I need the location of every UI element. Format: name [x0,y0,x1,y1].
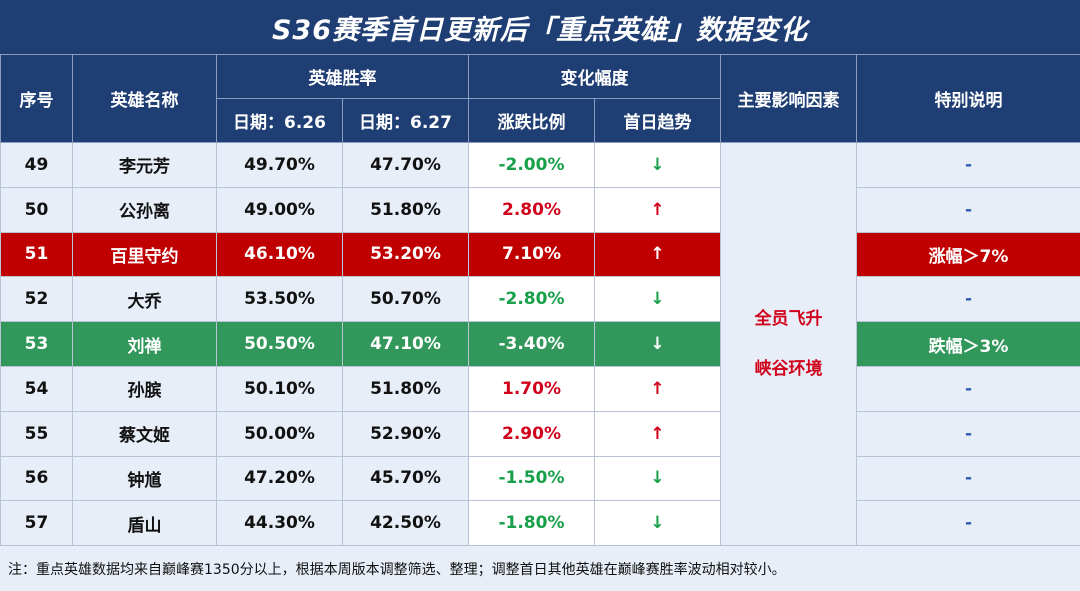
win-rate-date-2: 53.20% [342,231,469,278]
win-rate-date-1: 47.20% [216,455,343,502]
win-rate-date-2: 45.70% [342,455,469,502]
change-ratio: 2.80% [468,186,595,233]
win-rate-date-2: 50.70% [342,276,469,323]
factor-line: 峡谷环境 [754,359,823,380]
trend-down-arrow-icon: ↓ [594,455,721,502]
header-win-rate: 英雄胜率 [216,54,469,99]
header-change-ratio: 涨跌比例 [468,98,595,143]
header-change: 变化幅度 [468,54,721,99]
table-row: 57 盾山 44.30% 42.50% -1.80% ↓ - [0,500,1080,547]
row-index: 55 [0,410,73,457]
page-title: S36赛季首日更新后「重点英雄」数据变化 [0,0,1080,54]
header-hero-name: 英雄名称 [72,54,217,143]
hero-name: 蔡文姬 [72,410,217,457]
header-note: 特别说明 [856,54,1080,143]
special-note: - [856,365,1080,412]
win-rate-date-1: 53.50% [216,276,343,323]
data-table: 序号 英雄名称 英雄胜率 变化幅度 主要影响因素 特别说明 日期：6.26 日期… [0,54,1080,547]
table-row: 49 李元芳 49.70% 47.70% -2.00% ↓ 全员飞升 峡谷环境 … [0,141,1080,547]
change-ratio: -2.80% [468,276,595,323]
win-rate-date-2: 52.90% [342,410,469,457]
trend-up-arrow-icon: ↑ [594,410,721,457]
row-index: 53 [0,321,73,367]
hero-name: 公孙离 [72,186,217,233]
win-rate-date-2: 42.50% [342,500,469,547]
hero-name: 李元芳 [72,142,217,188]
win-rate-date-1: 46.10% [216,231,343,278]
change-ratio: 7.10% [468,231,595,278]
hero-name: 大乔 [72,276,217,323]
header-factor: 主要影响因素 [720,54,857,143]
special-note: 涨幅＞7% [856,231,1080,278]
table-row: 52 大乔 53.50% 50.70% -2.80% ↓ - [0,276,1080,323]
win-rate-date-2: 51.80% [342,365,469,412]
special-note: - [856,142,1080,188]
header-date-2: 日期：6.27 [342,98,469,143]
row-index: 50 [0,186,73,233]
header-trend: 首日趋势 [594,98,721,143]
special-note: - [856,410,1080,457]
special-note: - [856,500,1080,547]
special-note: - [856,186,1080,233]
trend-down-arrow-icon: ↓ [594,142,721,188]
special-note: - [856,455,1080,502]
hero-name: 百里守约 [72,231,217,278]
trend-down-arrow-icon: ↓ [594,276,721,323]
table-row: 55 蔡文姬 50.00% 52.90% 2.90% ↑ - [0,410,1080,457]
trend-up-arrow-icon: ↑ [594,186,721,233]
win-rate-date-1: 49.00% [216,186,343,233]
change-ratio: -1.50% [468,455,595,502]
row-index: 54 [0,365,73,412]
trend-up-arrow-icon: ↑ [594,231,721,278]
change-ratio: -1.80% [468,500,595,547]
row-index: 56 [0,455,73,502]
special-note: 跌幅＞3% [856,321,1080,367]
win-rate-date-1: 50.50% [216,321,343,367]
trend-down-arrow-icon: ↓ [594,500,721,547]
row-index: 49 [0,142,73,188]
table-row: 54 孙膑 50.10% 51.80% 1.70% ↑ - [0,365,1080,412]
table-row: 50 公孙离 49.00% 51.80% 2.80% ↑ - [0,186,1080,233]
row-index: 51 [0,231,73,278]
change-ratio: 1.70% [468,365,595,412]
row-index: 57 [0,500,73,547]
win-rate-date-1: 44.30% [216,500,343,547]
win-rate-date-2: 47.10% [342,321,469,367]
hero-name: 刘禅 [72,321,217,367]
special-note: - [856,276,1080,323]
table-row: 56 钟馗 47.20% 45.70% -1.50% ↓ - [0,455,1080,502]
change-ratio: -2.00% [468,142,595,188]
row-index: 52 [0,276,73,323]
trend-up-arrow-icon: ↑ [594,365,721,412]
table-body: 49 李元芳 49.70% 47.70% -2.00% ↓ 全员飞升 峡谷环境 … [0,141,1080,547]
hero-name: 孙膑 [72,365,217,412]
table-row-highlight-fall: 53 刘禅 50.50% 47.10% -3.40% ↓ 跌幅＞3% [0,321,1080,367]
change-ratio: -3.40% [468,321,595,367]
hero-name: 钟馗 [72,455,217,502]
hero-name: 盾山 [72,500,217,547]
factor-line: 全员飞升 [754,309,823,330]
win-rate-date-2: 51.80% [342,186,469,233]
win-rate-date-2: 47.70% [342,142,469,188]
win-rate-date-1: 50.10% [216,365,343,412]
win-rate-date-1: 49.70% [216,142,343,188]
win-rate-date-1: 50.00% [216,410,343,457]
header-index: 序号 [0,54,73,143]
footnote: 注：重点英雄数据均来自巅峰赛1350分以上，根据本周版本调整筛选、整理；调整首日… [0,546,1080,591]
main-factor: 全员飞升 峡谷环境 [720,141,857,547]
trend-down-arrow-icon: ↓ [594,321,721,367]
header-date-1: 日期：6.26 [216,98,343,143]
change-ratio: 2.90% [468,410,595,457]
table-row-highlight-rise: 51 百里守约 46.10% 53.20% 7.10% ↑ 涨幅＞7% [0,231,1080,278]
